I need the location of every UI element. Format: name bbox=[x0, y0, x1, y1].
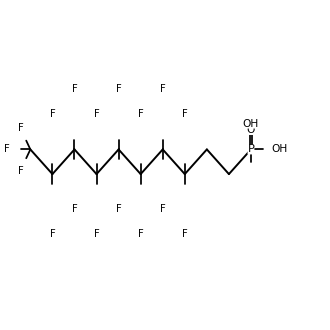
Text: O: O bbox=[247, 125, 255, 135]
Text: F: F bbox=[160, 205, 166, 214]
Text: OH: OH bbox=[243, 118, 259, 129]
Text: F: F bbox=[138, 109, 144, 119]
Text: F: F bbox=[17, 166, 23, 176]
Text: F: F bbox=[116, 84, 121, 94]
Text: P: P bbox=[248, 145, 254, 154]
Text: F: F bbox=[17, 123, 23, 133]
Text: F: F bbox=[72, 84, 77, 94]
Text: F: F bbox=[116, 205, 121, 214]
Text: F: F bbox=[72, 205, 77, 214]
Text: F: F bbox=[50, 229, 55, 239]
Text: F: F bbox=[160, 84, 166, 94]
Text: OH: OH bbox=[271, 145, 288, 154]
Text: F: F bbox=[50, 109, 55, 119]
Text: F: F bbox=[94, 109, 99, 119]
Text: F: F bbox=[138, 229, 144, 239]
Text: F: F bbox=[182, 229, 188, 239]
Text: F: F bbox=[4, 145, 10, 154]
Text: F: F bbox=[94, 229, 99, 239]
Text: F: F bbox=[182, 109, 188, 119]
